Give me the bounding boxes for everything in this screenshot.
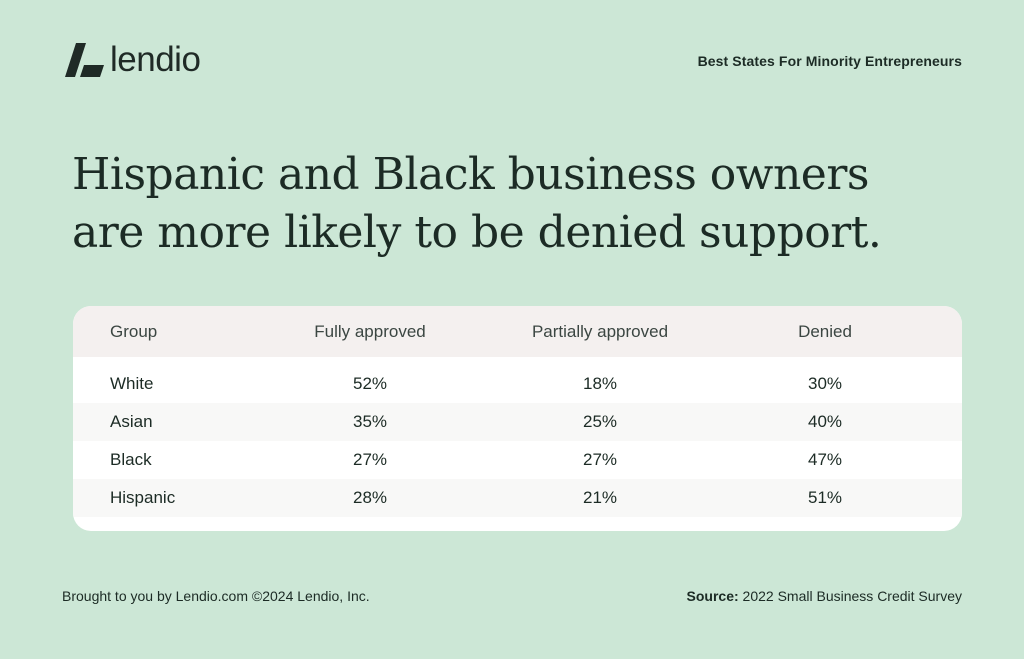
footer-source: Source: 2022 Small Business Credit Surve… <box>687 588 962 604</box>
lendio-logo: lendio <box>62 40 201 80</box>
column-header-denied: Denied <box>798 321 852 341</box>
group-cell: White <box>110 374 154 393</box>
denied-cell: 47% <box>807 450 843 469</box>
table-row: White 52% 18% 30% <box>73 365 962 403</box>
table-row: Asian 35% 25% 40% <box>73 403 962 441</box>
denied-cell: 51% <box>807 488 843 507</box>
partially-approved-cell: 27% <box>582 450 618 469</box>
headline: Hispanic and Black business owners are m… <box>72 149 882 258</box>
fully-approved-cell: 52% <box>352 374 388 393</box>
source-label: Source: <box>686 588 739 604</box>
partially-approved-cell: 21% <box>582 488 618 507</box>
partially-approved-cell: 25% <box>582 412 618 431</box>
table-row: Black 27% 27% 47% <box>73 441 962 479</box>
column-header-partially-approved: Partially approved <box>531 321 669 341</box>
table-row: Hispanic 28% 21% 51% <box>73 479 962 517</box>
partially-approved-cell: 18% <box>582 374 618 393</box>
column-header-group: Group <box>110 321 158 341</box>
group-cell: Hispanic <box>110 488 176 507</box>
footer-credit: Brought to you by Lendio.com ©2024 Lendi… <box>62 588 370 604</box>
fully-approved-cell: 35% <box>352 412 388 431</box>
fully-approved-cell: 28% <box>352 488 388 507</box>
data-table: Group Fully approved Partially approved … <box>73 306 962 531</box>
denied-cell: 30% <box>807 374 843 393</box>
fully-approved-cell: 27% <box>352 450 388 469</box>
report-title: Best States For Minority Entrepreneurs <box>697 53 962 69</box>
group-cell: Asian <box>110 412 153 431</box>
lendio-logo-mark-icon <box>65 43 104 77</box>
source-text: 2022 Small Business Credit Survey <box>738 588 962 604</box>
column-header-fully-approved: Fully approved <box>314 321 426 341</box>
group-cell: Black <box>110 450 152 469</box>
lendio-wordmark: lendio <box>110 40 201 79</box>
table-header-row: Group Fully approved Partially approved … <box>73 306 962 357</box>
denied-cell: 40% <box>807 412 843 431</box>
